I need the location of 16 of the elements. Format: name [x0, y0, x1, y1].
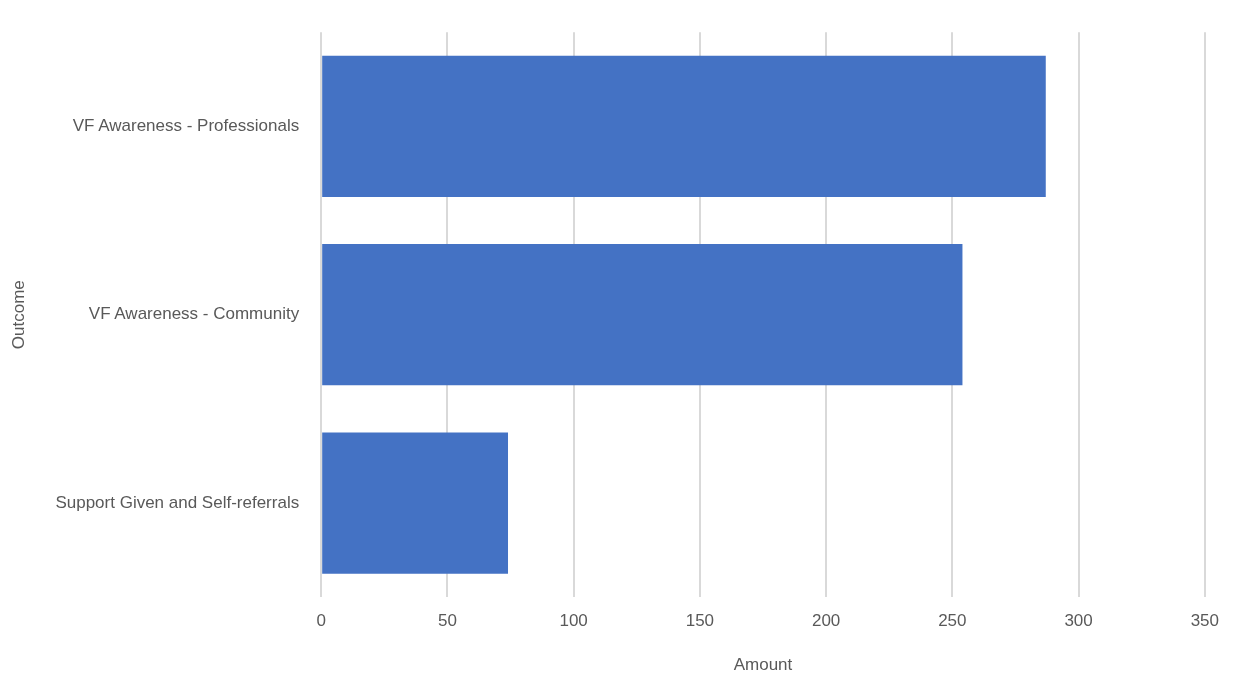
- x-tick-label: 0: [316, 611, 326, 631]
- y-tick-label: VF Awareness - Community: [88, 304, 300, 324]
- bar: [322, 432, 509, 574]
- y-tick-label: Support Given and Self-referrals: [55, 492, 300, 512]
- x-tick-label: 200: [811, 611, 841, 631]
- bar: [322, 55, 1046, 197]
- y-tick-label: VF Awareness - Professionals: [72, 116, 300, 136]
- x-tick-label: 100: [559, 611, 588, 631]
- x-tick-label: 150: [685, 611, 715, 631]
- x-tick-label: 350: [1190, 611, 1220, 631]
- x-tick-label: 250: [938, 611, 967, 631]
- y-axis-title: Outcome: [8, 280, 28, 350]
- x-tick-label: 50: [437, 611, 457, 631]
- bar: [322, 244, 963, 386]
- x-tick-label: 300: [1064, 611, 1093, 631]
- x-axis-title: Amount: [733, 655, 793, 675]
